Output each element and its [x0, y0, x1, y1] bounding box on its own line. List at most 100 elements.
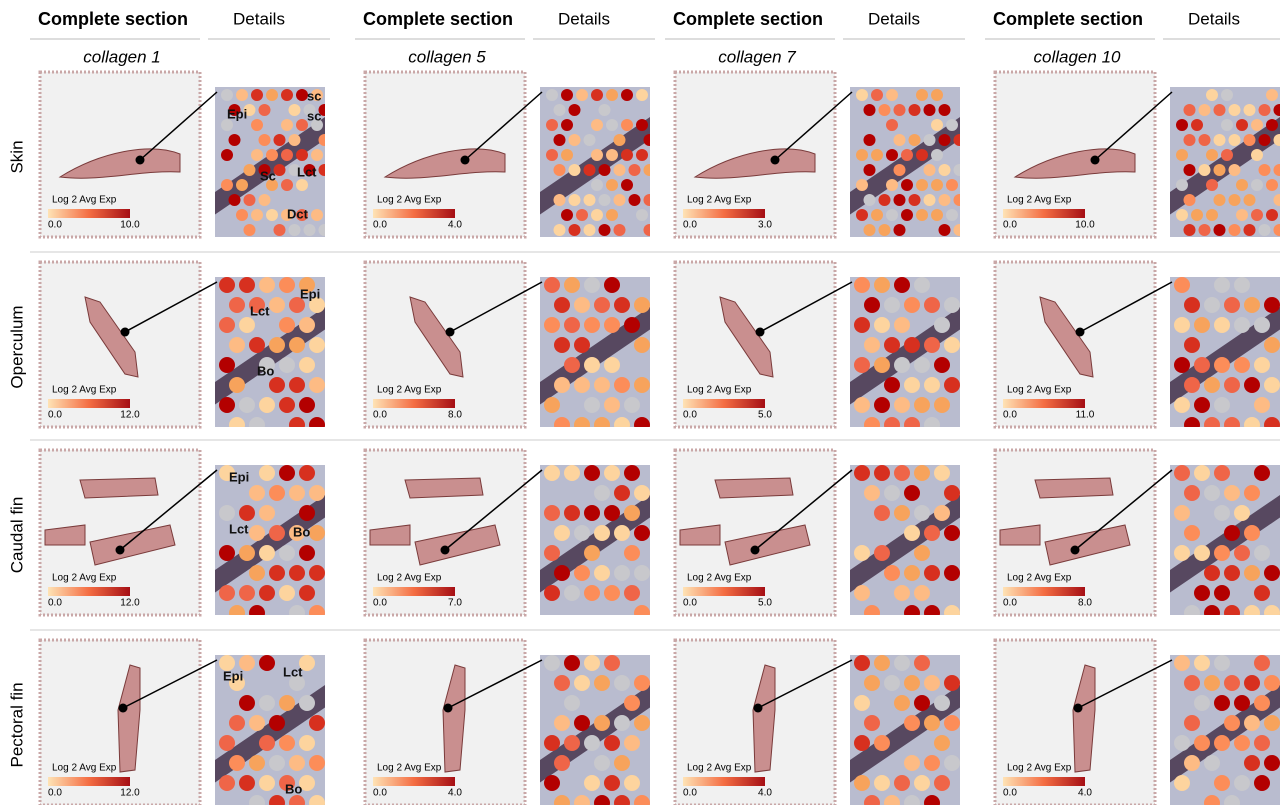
- legend-min: 0.0: [1003, 788, 1017, 799]
- spot: [229, 337, 245, 353]
- spot: [584, 357, 600, 373]
- spot: [604, 317, 620, 333]
- spot: [604, 465, 620, 481]
- pointer: [1077, 659, 1173, 709]
- spot: [1174, 505, 1190, 521]
- spot: [553, 104, 566, 116]
- spot: [273, 164, 286, 176]
- spot: [1194, 585, 1210, 601]
- details-image: [215, 655, 325, 805]
- spot: [914, 277, 930, 293]
- spot: [643, 194, 650, 206]
- spot: [299, 545, 315, 561]
- spot: [243, 224, 256, 236]
- spot: [1204, 755, 1220, 771]
- spot: [269, 297, 285, 313]
- spot: [904, 755, 920, 771]
- legend-min: 0.0: [48, 410, 62, 421]
- spot: [643, 134, 650, 146]
- pointer-dot: [753, 703, 763, 713]
- spot: [1273, 134, 1280, 146]
- spot: [864, 337, 880, 353]
- spot: [219, 317, 235, 333]
- spot: [1174, 397, 1190, 413]
- spot: [874, 277, 890, 293]
- pointer-dot: [755, 327, 765, 337]
- spot: [544, 397, 560, 413]
- spot: [1224, 297, 1240, 313]
- spot: [1174, 775, 1190, 791]
- spot: [279, 357, 295, 373]
- spot: [1214, 357, 1230, 373]
- spot: [229, 297, 245, 313]
- spot: [243, 194, 256, 206]
- details-header: Details: [233, 9, 285, 28]
- legend-title: Log 2 Avg Exp: [377, 195, 442, 206]
- panel: Log 2 Avg Exp 0.0 3.0: [673, 70, 960, 239]
- legend-min: 0.0: [373, 788, 387, 799]
- spot: [273, 224, 286, 236]
- spot: [904, 565, 920, 581]
- pointer-dot: [443, 703, 453, 713]
- spot: [894, 585, 910, 601]
- spot: [1194, 397, 1210, 413]
- spot: [269, 715, 285, 731]
- spot: [243, 164, 256, 176]
- spot: [1236, 209, 1248, 221]
- pointer: [447, 659, 543, 709]
- spot: [874, 545, 890, 561]
- spot: [236, 209, 248, 221]
- legend-max: 8.0: [448, 410, 462, 421]
- spot: [1251, 119, 1263, 131]
- spot: [1214, 397, 1230, 413]
- spot: [1244, 297, 1260, 313]
- details-image: [1170, 277, 1280, 427]
- spot: [554, 525, 570, 541]
- spot: [914, 505, 930, 521]
- spot: [1264, 565, 1280, 581]
- details-image: [850, 465, 960, 615]
- spot: [1244, 605, 1260, 615]
- spot: [553, 164, 566, 176]
- panel: Log 2 Avg Exp 0.0 11.0: [993, 260, 1280, 429]
- spot: [574, 565, 590, 581]
- spot: [299, 397, 315, 413]
- spot: [279, 735, 295, 751]
- annotation: Bo: [293, 524, 310, 539]
- spot: [1176, 119, 1188, 131]
- annotation: Epi: [300, 286, 320, 301]
- spot: [564, 277, 580, 293]
- spot: [249, 755, 265, 771]
- annotation: Dct: [287, 206, 309, 221]
- spot: [904, 377, 920, 393]
- details-image: [1170, 655, 1280, 805]
- spot: [564, 465, 580, 481]
- spot: [239, 545, 255, 561]
- spot: [1236, 119, 1248, 131]
- spot: [604, 585, 620, 601]
- spot: [229, 377, 245, 393]
- spot: [614, 565, 630, 581]
- spot: [576, 209, 588, 221]
- colorbar: [48, 209, 130, 218]
- pointer: [774, 91, 853, 161]
- spot: [239, 505, 255, 521]
- spot: [874, 505, 890, 521]
- pointer: [759, 281, 853, 333]
- spot: [269, 525, 285, 541]
- spot: [258, 194, 271, 206]
- spot: [1224, 377, 1240, 393]
- spot: [309, 795, 325, 805]
- details-image: [215, 465, 325, 615]
- spot: [544, 655, 560, 671]
- spot: [604, 397, 620, 413]
- spot: [1224, 715, 1240, 731]
- spot: [229, 755, 245, 771]
- spot: [1254, 695, 1270, 711]
- spot: [1264, 377, 1280, 393]
- details-image: [540, 465, 650, 615]
- tissue: [679, 477, 811, 566]
- spot: [886, 119, 898, 131]
- spot: [259, 505, 275, 521]
- spot: [1273, 224, 1280, 236]
